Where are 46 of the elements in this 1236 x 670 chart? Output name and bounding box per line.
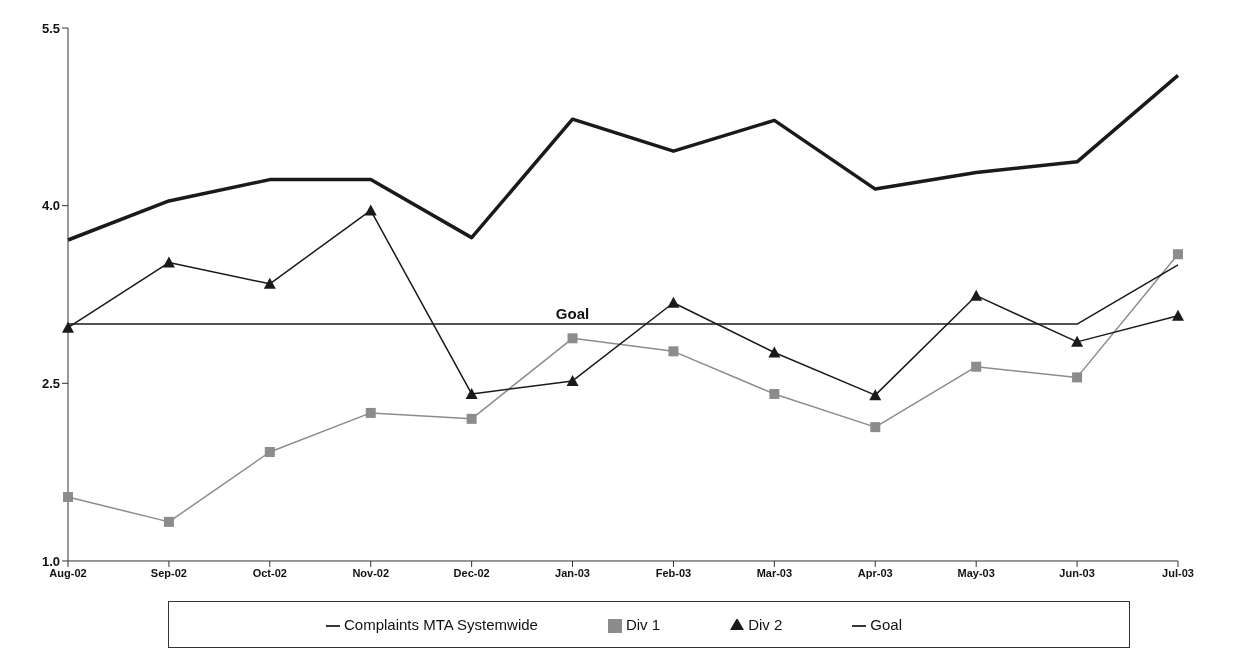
point	[63, 492, 73, 503]
point	[62, 321, 74, 333]
point	[465, 387, 478, 399]
legend-label: Goal	[870, 615, 902, 633]
point	[970, 289, 983, 301]
point	[870, 422, 881, 433]
annotation: Goal	[555, 305, 590, 323]
point	[869, 389, 882, 401]
x-tick-label: Oct-02	[252, 566, 287, 579]
point	[264, 447, 275, 458]
x-tick-label: Apr-03	[857, 566, 893, 579]
point	[1173, 249, 1183, 260]
point	[566, 374, 579, 386]
x-tick-label: May-03	[957, 566, 995, 579]
point	[364, 204, 377, 216]
x-tick-label: Jan-03	[555, 566, 590, 579]
point	[769, 388, 780, 399]
legend-label: Div 2	[748, 615, 783, 633]
legend-label: Div 1	[625, 615, 661, 633]
point	[365, 407, 376, 418]
point	[162, 256, 175, 268]
point	[971, 361, 982, 372]
y-tick-label: 1.0	[41, 553, 60, 569]
point	[1172, 309, 1184, 321]
x-tick-label: Nov-02	[352, 566, 390, 579]
y-tick-label: 4.0	[41, 198, 60, 214]
point	[163, 516, 174, 527]
x-tick-label: Mar-03	[756, 566, 793, 579]
point	[263, 277, 276, 289]
point	[668, 346, 679, 357]
x-tick-label: Sep-02	[150, 566, 187, 579]
point	[466, 413, 477, 424]
point	[567, 333, 578, 344]
x-tick-label: Jul-03	[1162, 566, 1194, 579]
legend-label: Complaints MTA Systemwide	[343, 615, 538, 633]
x-tick-label: Dec-02	[453, 566, 490, 579]
y-tick-label: 2.5	[41, 375, 60, 391]
point	[667, 296, 680, 308]
point	[768, 346, 781, 358]
x-tick-label: Feb-03	[655, 566, 692, 579]
point	[1072, 372, 1083, 383]
line-series	[66, 73, 1180, 242]
point	[1071, 335, 1084, 347]
x-tick-label: Jun-03	[1059, 566, 1095, 579]
y-tick-label: 5.5	[41, 20, 60, 36]
x-tick-label: Aug-02	[49, 566, 87, 579]
